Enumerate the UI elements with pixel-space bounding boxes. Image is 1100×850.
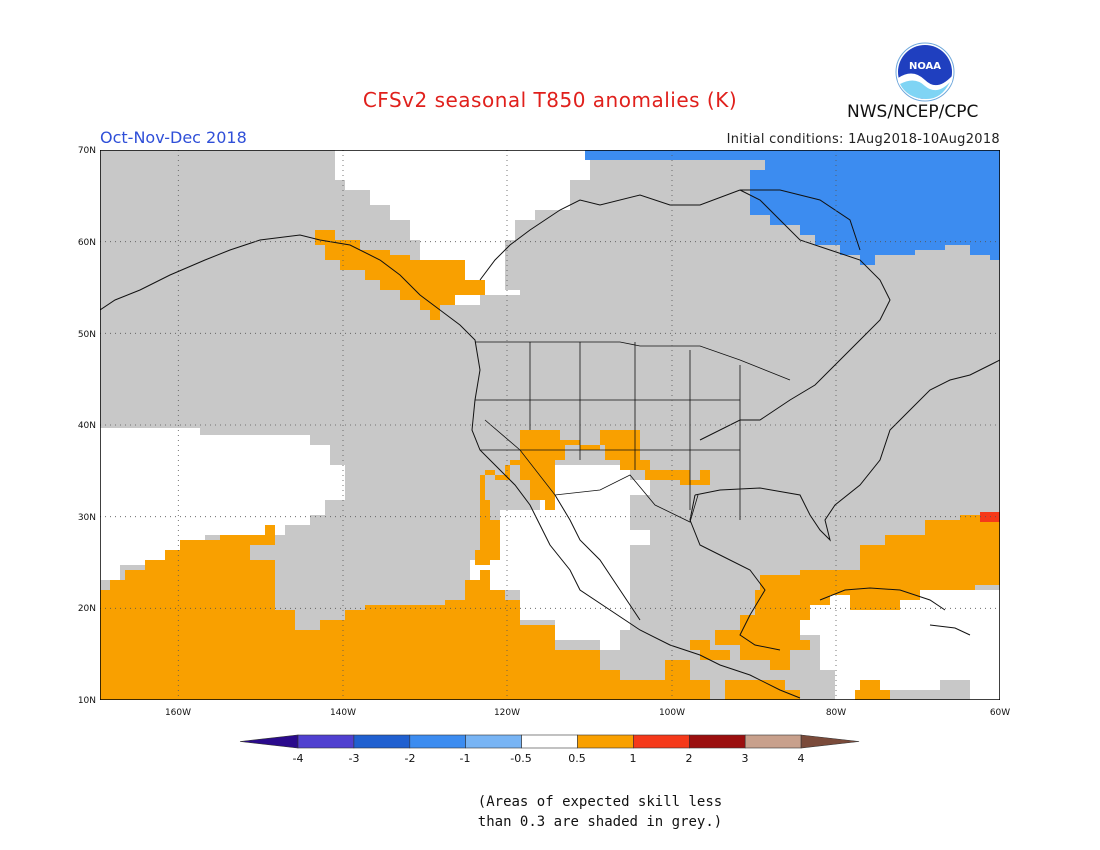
lon-label-120w: 120W — [494, 708, 520, 718]
legend-swatch — [744, 734, 802, 749]
warm-anomaly-regions — [100, 230, 1000, 700]
legend-tick: 4 — [798, 752, 805, 765]
lon-label-60w: 60W — [990, 708, 1010, 718]
legend-swatch — [521, 734, 578, 749]
lon-label-100w: 100W — [659, 708, 685, 718]
noaa-logo: NOAA — [895, 42, 955, 102]
lat-label-10n: 10N — [78, 696, 96, 706]
lat-label-60n: 60N — [78, 238, 96, 248]
skill-note-line-1: (Areas of expected skill less — [477, 794, 723, 810]
color-legend: -4 -3 -2 -1 -0.5 0.5 1 2 3 4 — [239, 734, 860, 765]
anomaly-map — [100, 150, 1000, 700]
legend-swatch — [465, 734, 522, 749]
legend-tick: 2 — [686, 752, 693, 765]
legend-tick: 3 — [742, 752, 749, 765]
skill-note-line-2: than 0.3 are shaded in grey.) — [477, 814, 723, 830]
legend-swatch — [409, 734, 467, 749]
legend-swatches — [239, 734, 860, 749]
lon-label-80w: 80W — [826, 708, 846, 718]
legend-tick-labels: -4 -3 -2 -1 -0.5 0.5 1 2 3 4 — [293, 752, 805, 765]
lat-label-30n: 30N — [78, 513, 96, 523]
legend-swatch — [688, 734, 746, 749]
legend-tick: 0.5 — [568, 752, 586, 765]
lat-label-40n: 40N — [78, 421, 96, 431]
legend-tick: -0.5 — [510, 752, 531, 765]
legend-tick: -4 — [293, 752, 304, 765]
legend-swatch — [353, 734, 411, 749]
graticule — [100, 150, 1000, 700]
legend-arrow-low — [239, 734, 299, 749]
legend-swatch — [577, 734, 634, 749]
agency-label: NWS/NCEP/CPC — [847, 102, 979, 122]
lat-label-50n: 50N — [78, 330, 96, 340]
axis-labels: 10N 20N 30N 40N 50N 60N 70N 160W 140W 12… — [78, 146, 1010, 718]
legend-swatch — [633, 734, 690, 749]
season-label: Oct-Nov-Dec 2018 — [100, 128, 247, 147]
map-title: CFSv2 seasonal T850 anomalies (K) — [362, 88, 738, 112]
skill-note: (Areas of expected skill less than 0.3 a… — [440, 792, 760, 832]
lon-label-140w: 140W — [330, 708, 356, 718]
legend-arrow-high — [800, 734, 860, 749]
lat-label-20n: 20N — [78, 604, 96, 614]
legend-tick: -1 — [460, 752, 471, 765]
initial-conditions-label: Initial conditions: 1Aug2018-10Aug2018 — [726, 132, 1000, 147]
noaa-logo-text: NOAA — [909, 61, 941, 72]
legend-tick: 1 — [630, 752, 637, 765]
legend-tick: -2 — [405, 752, 416, 765]
lon-label-160w: 160W — [165, 708, 191, 718]
cold-anomaly-region — [585, 150, 1000, 265]
legend-tick: -3 — [349, 752, 360, 765]
lat-label-70n: 70N — [78, 146, 96, 156]
political-borders — [475, 341, 791, 523]
legend-swatch — [297, 734, 355, 749]
